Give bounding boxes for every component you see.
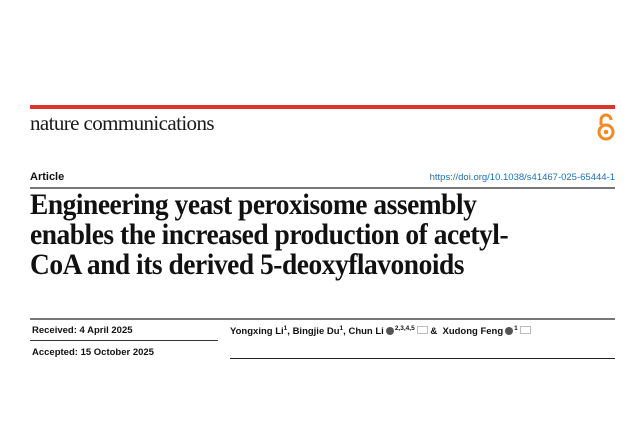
email-icon[interactable]	[519, 326, 531, 334]
author[interactable]: Xudong Feng 1	[442, 325, 531, 337]
title-line: Engineering yeast peroxisome assembly	[30, 189, 477, 221]
article-title: Engineering yeast peroxisome assembly en…	[30, 189, 509, 281]
open-access-lock-icon	[597, 113, 615, 141]
orcid-icon[interactable]	[385, 327, 394, 335]
title-line: CoA and its derived 5-deoxyflavonoids	[30, 249, 465, 281]
divider	[30, 318, 615, 320]
divider	[230, 358, 615, 359]
article-type: Article	[30, 171, 65, 183]
received-date: Received: 4 April 2025	[32, 325, 133, 336]
journal-accent-bar	[30, 105, 615, 109]
doi-link[interactable]: https://doi.org/10.1038/s41467-025-65444…	[429, 172, 615, 183]
orcid-icon[interactable]	[505, 327, 514, 335]
title-line: enables the increased production of acet…	[30, 219, 509, 251]
author[interactable]: Yongxing Li1	[230, 325, 288, 337]
email-icon[interactable]	[416, 326, 428, 334]
author[interactable]: Bingjie Du1	[292, 325, 344, 337]
author-list: Yongxing Li1, Bingjie Du1, Chun Li 2,3,4,…	[230, 325, 531, 337]
divider	[30, 340, 218, 341]
journal-name: nature communications	[30, 111, 215, 135]
divider	[30, 187, 615, 189]
accepted-date: Accepted: 15 October 2025	[32, 347, 154, 358]
author[interactable]: Chun Li 2,3,4,5	[348, 325, 428, 337]
